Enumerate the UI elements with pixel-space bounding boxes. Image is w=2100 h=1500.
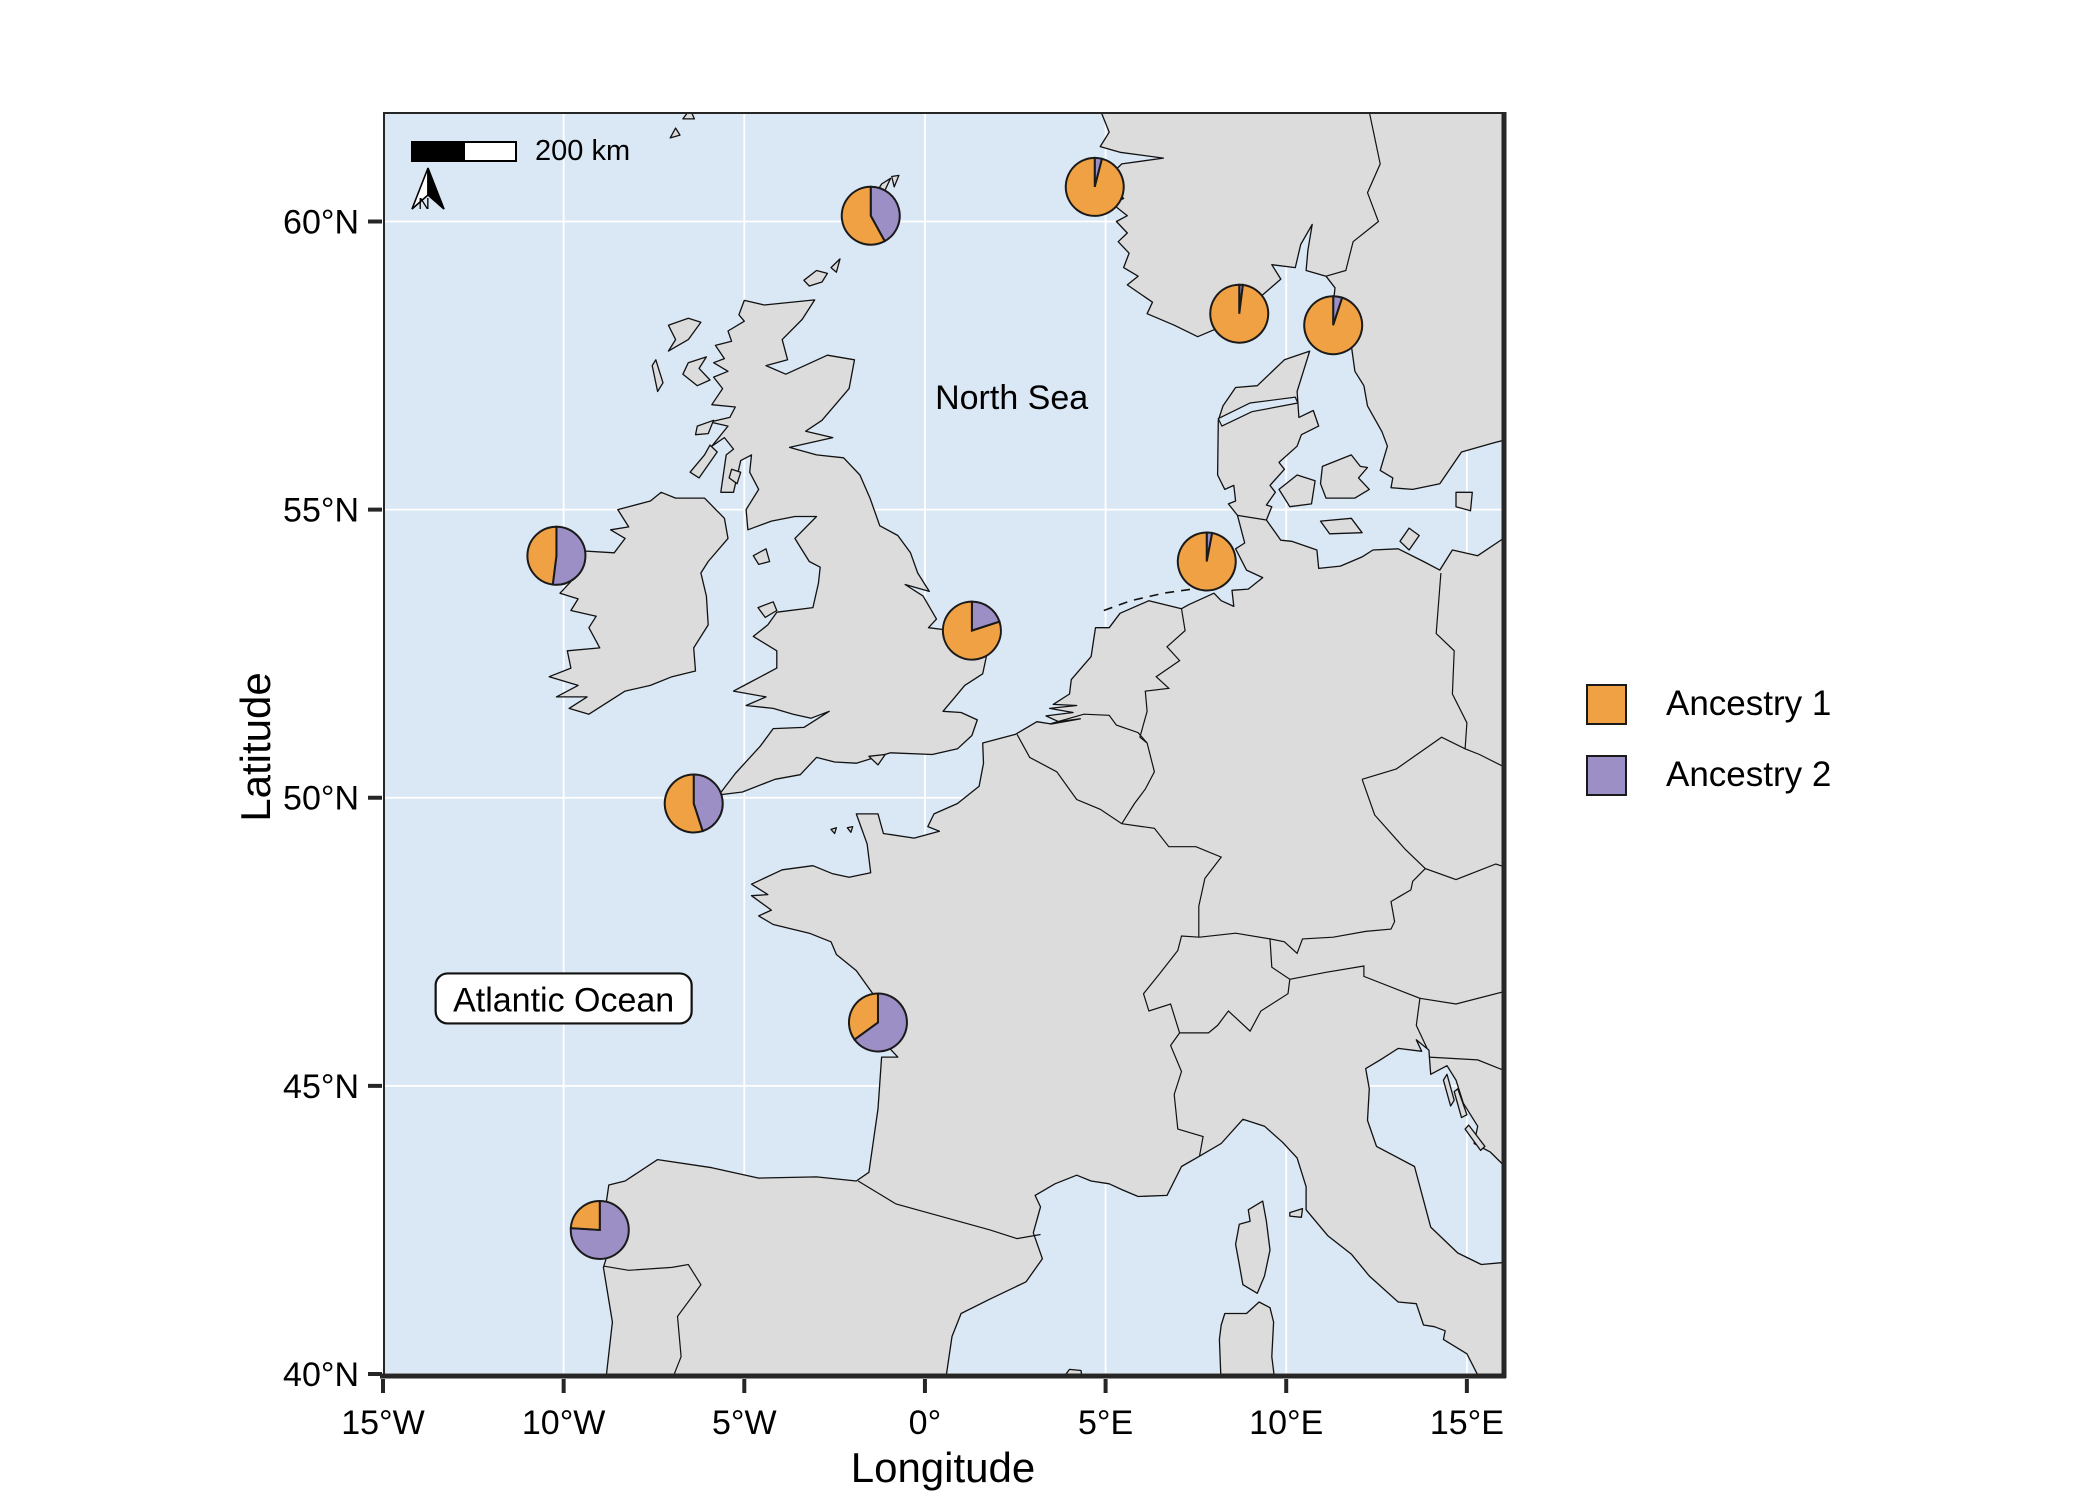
ancestry-2-slice <box>853 992 908 1053</box>
pie-chart <box>1303 295 1364 356</box>
limfjord-water <box>1217 396 1299 427</box>
pie-chart <box>840 185 901 246</box>
ancestry-2-slice <box>692 773 724 833</box>
map-plot-area: North Sea Atlantic Ocean 200 km N <box>383 112 1503 1374</box>
axes: 15°W 10°W 5°W 0° 5°E 10°E 15°E 60°N 55°N 50°N 45°N… <box>283 203 1504 1442</box>
pie-chart <box>941 600 1002 661</box>
x-tick-label: 10°E <box>1249 1404 1323 1442</box>
ancestry-2-swatch-icon <box>1586 754 1627 796</box>
ancestry-1-slice <box>663 773 704 834</box>
x-tick-label: 15°W <box>341 1404 425 1442</box>
pie-chart <box>663 773 724 834</box>
x-tick-label: 15°E <box>1430 1404 1504 1442</box>
pie-chart <box>1209 283 1270 344</box>
pie-chart <box>569 1199 630 1260</box>
legend-label: Ancestry 1 <box>1666 684 1832 723</box>
north-sea-label: North Sea <box>935 379 1088 417</box>
y-tick-label: 55°N <box>283 492 359 530</box>
land-layer <box>548 112 1503 1374</box>
ancestry-1-slice <box>1209 283 1270 344</box>
svg-text:Atlantic Ocean: Atlantic Ocean <box>453 981 674 1019</box>
scale-bar: 200 km <box>411 135 630 167</box>
pie-chart <box>1176 531 1237 592</box>
x-axis-title: Longitude <box>850 1444 1036 1491</box>
y-tick-label: 50°N <box>283 780 359 818</box>
north-arrow-icon: N <box>411 167 445 213</box>
ancestry-1-slice <box>1303 295 1364 356</box>
y-tick-label: 60°N <box>283 203 359 241</box>
ancestry-2-slice <box>551 525 587 586</box>
ancestry-1-slice <box>1176 531 1237 592</box>
x-tick-label: 5°E <box>1078 1404 1133 1442</box>
ancestry-1-slice <box>840 185 887 246</box>
y-axis-title: Latitude <box>232 672 279 822</box>
pie-chart <box>847 992 908 1053</box>
north-arrow-label: N <box>418 196 430 213</box>
legend: Ancestry 1 Ancestry 2 <box>1586 683 1831 825</box>
legend-item-ancestry-2: Ancestry 2 <box>1586 754 1831 796</box>
y-tick-label: 40°N <box>283 1356 359 1394</box>
ancestry-1-slice <box>569 1199 601 1232</box>
x-tick-label: 10°W <box>522 1404 606 1442</box>
y-tick-label: 45°N <box>283 1068 359 1106</box>
ancestry-pies-layer <box>526 156 1364 1260</box>
ancestry-1-swatch-icon <box>1586 683 1627 725</box>
legend-item-ancestry-1: Ancestry 1 <box>1586 683 1831 725</box>
plot-frame <box>380 112 1507 1379</box>
x-tick-label: 5°W <box>712 1404 777 1442</box>
x-tick-label: 0° <box>909 1404 942 1442</box>
ancestry-1-slice <box>1064 156 1125 217</box>
legend-label: Ancestry 2 <box>1666 755 1832 794</box>
atlantic-ocean-label: Atlantic Ocean <box>434 972 693 1025</box>
ancestry-1-slice <box>526 525 558 586</box>
scale-bar-label: 200 km <box>535 135 630 167</box>
pie-chart <box>1064 156 1125 217</box>
ancestry-1-slice <box>847 992 879 1041</box>
pie-chart <box>526 525 587 586</box>
ancestry-1-slice <box>941 600 1002 661</box>
svg-text:North Sea: North Sea <box>935 379 1088 417</box>
